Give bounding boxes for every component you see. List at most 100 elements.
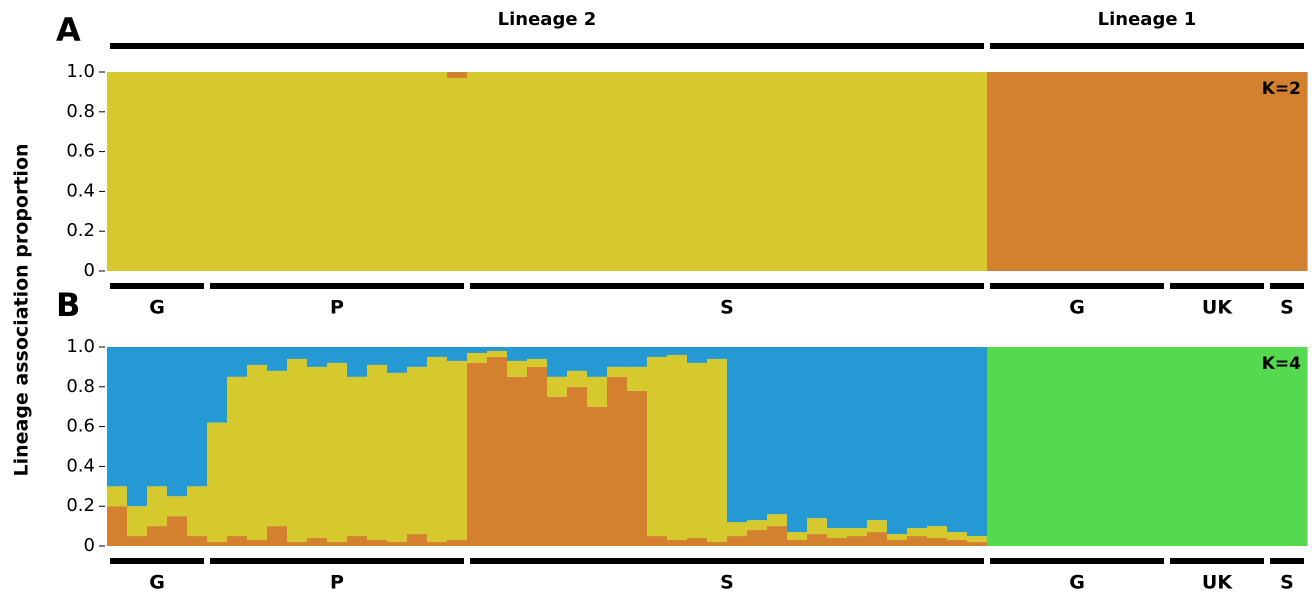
bar-segment — [907, 536, 928, 546]
bar-segment — [587, 347, 608, 377]
bar-segment — [367, 364, 388, 541]
bar-segment — [767, 347, 788, 515]
bar-segment — [547, 376, 568, 397]
bar-segment — [667, 347, 688, 355]
y-tick-label: 1.0 — [66, 336, 95, 357]
bar-segment — [587, 72, 608, 271]
y-axis-label: Lineage association proportion — [11, 143, 33, 476]
bar-segment — [187, 72, 208, 271]
bar-segment — [1167, 72, 1188, 271]
bar-segment — [947, 532, 968, 541]
annotation: K=4 — [1262, 354, 1301, 374]
bar-segment — [947, 540, 968, 546]
bar-segment — [527, 358, 548, 367]
bar-segment — [427, 356, 448, 543]
bar-segment — [127, 347, 148, 507]
bar-segment — [107, 486, 128, 507]
bar-segment — [267, 370, 288, 527]
bar-segment — [447, 72, 468, 78]
bar-segment — [807, 72, 828, 271]
bar-segment — [567, 386, 588, 546]
bar-segment — [307, 366, 328, 539]
bar-segment — [407, 347, 428, 367]
bar-segment — [587, 376, 608, 407]
bar-segment — [647, 536, 668, 546]
bar-segment — [827, 528, 848, 539]
y-tick-label: 0 — [84, 260, 95, 281]
bar-segment — [467, 72, 488, 271]
population-label: P — [330, 572, 344, 594]
bar-segment — [187, 536, 208, 546]
bar-segment — [507, 376, 528, 546]
bar-segment — [1207, 72, 1228, 271]
bar-segment — [867, 347, 888, 521]
population-label: G — [149, 572, 165, 594]
bar-segment — [447, 360, 468, 541]
bar-segment — [147, 486, 168, 527]
bar-segment — [687, 538, 708, 546]
bar-segment — [707, 542, 728, 546]
bar-segment — [547, 347, 568, 377]
bar-segment — [487, 350, 508, 357]
bar-segment — [947, 347, 968, 533]
bar-segment — [887, 534, 908, 541]
bar-segment — [1027, 347, 1048, 546]
bar-segment — [1087, 347, 1108, 546]
bar-segment — [1007, 72, 1028, 271]
bar-segment — [407, 534, 428, 546]
bar-segment — [287, 542, 308, 546]
y-tick-label: 0.6 — [66, 416, 95, 437]
bar-segment — [847, 72, 868, 271]
bar-segment — [1227, 347, 1248, 546]
panel-label: B — [56, 286, 80, 324]
bar-segment — [527, 366, 548, 546]
bar-segment — [767, 526, 788, 546]
bar-segment — [827, 72, 848, 271]
bar-segment — [747, 347, 768, 521]
bar-segment — [987, 347, 1008, 546]
bar-segment — [287, 358, 308, 543]
bar-segment — [407, 72, 428, 271]
bar-segment — [147, 347, 168, 487]
bar-segment — [427, 542, 448, 546]
bar-segment — [667, 354, 688, 541]
bar-segment — [1147, 347, 1168, 546]
bar-segment — [467, 362, 488, 546]
bar-segment — [127, 506, 148, 537]
bar-segment — [567, 347, 588, 371]
bar-segment — [967, 347, 988, 537]
bar-segment — [327, 362, 348, 543]
y-tick-label: 0.2 — [66, 220, 95, 241]
bar-segment — [307, 538, 328, 546]
bar-segment — [187, 347, 208, 487]
bar-segment — [647, 72, 668, 271]
y-tick-label: 0.2 — [66, 495, 95, 516]
bar-segment — [327, 542, 348, 546]
bar-segment — [107, 347, 128, 487]
bar-segment — [607, 347, 628, 367]
bar-segment — [727, 522, 748, 537]
bar-segment — [627, 347, 648, 367]
bar-segment — [147, 72, 168, 271]
bar-segment — [467, 347, 488, 353]
bar-segment — [707, 358, 728, 543]
bar-segment — [527, 72, 548, 271]
bar-segment — [967, 542, 988, 546]
bar-segment — [1027, 72, 1048, 271]
bar-segment — [607, 376, 628, 546]
bar-segment — [207, 422, 228, 543]
bar-segment — [1227, 72, 1248, 271]
bar-segment — [1207, 347, 1228, 546]
population-label: G — [1069, 572, 1085, 594]
y-tick-label: 0 — [84, 535, 95, 556]
bar-segment — [847, 347, 868, 529]
bar-segment — [927, 72, 948, 271]
bar-segment — [1247, 72, 1268, 271]
bar-segment — [267, 347, 288, 371]
bar-segment — [747, 72, 768, 271]
bar-segment — [727, 72, 748, 271]
lineage-bar — [110, 43, 984, 49]
bar-segment — [887, 347, 908, 535]
bar-segment — [1187, 347, 1208, 546]
bar-segment — [227, 536, 248, 546]
